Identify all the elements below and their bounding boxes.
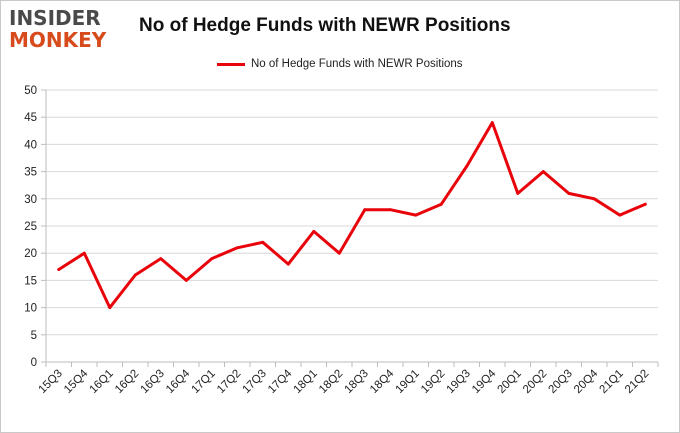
x-tick-label: 15Q4 [62,367,91,396]
y-tick-label: 50 [24,85,37,97]
legend-swatch [217,62,245,66]
y-tick-label: 30 [24,194,37,206]
x-tick-label: 18Q4 [368,367,397,396]
data-point [57,268,61,271]
x-tick-label: 15Q3 [36,368,64,396]
x-tick-label: 19Q3 [444,368,472,396]
chart-title: No of Hedge Funds with NEWR Positions [139,15,511,36]
data-point [618,213,622,217]
y-tick-label: 0 [31,357,37,369]
x-tick-label: 17Q2 [215,368,243,396]
data-point [312,230,316,233]
data-point [286,262,290,266]
y-tick-label: 40 [24,139,37,151]
logo-text-line1: INSIDER [9,6,101,30]
legend-label: No of Hedge Funds with NEWR Positions [251,58,463,70]
logo-text-line2: MONKEY [9,28,107,52]
x-tick-label: 20Q1 [495,368,523,396]
x-tick-label: 21Q2 [623,368,651,396]
x-tick-label: 16Q3 [138,368,166,396]
insider-monkey-logo: INSIDER MONKEY [9,7,129,57]
x-tick-label: 16Q2 [113,368,141,396]
data-point [414,213,418,217]
x-tick-label: 19Q4 [470,367,499,396]
series-line [57,121,647,310]
y-tick-label: 45 [24,112,37,124]
y-tick-label: 25 [24,221,37,233]
data-point [184,279,188,282]
data-point [159,257,163,261]
data-point [516,191,520,195]
data-point [541,170,545,174]
data-point [363,208,367,212]
data-point [337,251,341,255]
data-point [235,246,239,250]
y-tick-label: 20 [24,248,37,260]
x-tick-label: 20Q2 [521,368,549,396]
x-tick-label: 17Q4 [266,367,295,396]
data-point [567,191,571,195]
data-point [643,202,647,206]
x-tick-label: 19Q1 [393,368,421,396]
data-point [388,208,392,212]
x-tick-label: 18Q1 [291,368,319,396]
x-tick-label: 17Q3 [240,368,268,396]
data-point [261,240,265,244]
x-tick-label: 19Q2 [419,368,447,396]
x-tick-label: 21Q1 [597,368,625,396]
x-tick-label: 20Q3 [546,368,574,396]
x-tick-label: 16Q4 [164,367,193,396]
y-tick-label: 5 [31,330,37,342]
x-tick-label: 20Q4 [572,367,601,396]
chart-legend: No of Hedge Funds with NEWR Positions [217,56,463,72]
x-tick-label: 16Q1 [87,368,115,396]
data-point [108,306,112,309]
x-tick-label: 17Q1 [189,368,217,396]
data-point [133,273,137,277]
data-point [465,164,469,168]
y-tick-label: 10 [24,303,37,315]
data-point [490,121,494,125]
data-point [592,197,596,201]
x-tick-label: 18Q3 [342,368,370,396]
data-point [210,257,214,261]
data-point [439,202,443,206]
data-point [82,251,86,255]
y-tick-label: 15 [24,275,37,287]
x-tick-label: 18Q2 [317,368,345,396]
y-tick-label: 35 [24,167,37,179]
